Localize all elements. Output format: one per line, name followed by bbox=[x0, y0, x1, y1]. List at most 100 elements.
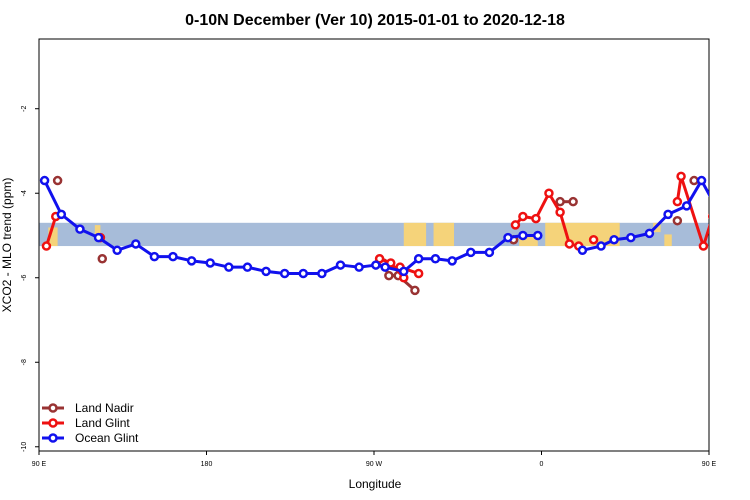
data-point bbox=[410, 285, 420, 296]
data-point bbox=[39, 175, 50, 186]
series-line bbox=[675, 174, 709, 248]
data-point bbox=[413, 253, 424, 264]
data-point bbox=[717, 211, 724, 218]
data-point bbox=[242, 262, 253, 272]
data-point bbox=[205, 258, 215, 268]
data-point bbox=[354, 262, 364, 272]
data-point bbox=[317, 268, 327, 279]
data-point bbox=[93, 232, 104, 243]
data-point bbox=[568, 196, 578, 207]
data-point bbox=[681, 201, 692, 211]
y-axis-label: XCO2 - MLO trend (ppm) bbox=[0, 178, 14, 313]
legend-item: Land Glint bbox=[42, 416, 130, 430]
x-axis: 90 E 180 90 W 0 90 E bbox=[32, 451, 717, 468]
data-point bbox=[168, 251, 178, 262]
data-point bbox=[676, 171, 686, 182]
data-point bbox=[707, 213, 709, 220]
legend-swatch-marker bbox=[48, 433, 58, 443]
legend-label: Land Glint bbox=[75, 416, 130, 430]
data-point bbox=[596, 241, 606, 251]
series-line bbox=[582, 179, 709, 252]
land-shape bbox=[403, 222, 427, 247]
data-point bbox=[380, 262, 390, 272]
data-point bbox=[149, 251, 160, 262]
data-point bbox=[466, 247, 476, 258]
data-point bbox=[298, 268, 309, 279]
data-point bbox=[698, 241, 709, 251]
map-band bbox=[39, 222, 740, 247]
data-point bbox=[384, 270, 394, 281]
data-point bbox=[533, 230, 543, 241]
y-tick-label: -4 bbox=[21, 190, 28, 196]
data-point bbox=[413, 268, 424, 279]
land-shape bbox=[715, 230, 734, 246]
data-point bbox=[371, 260, 381, 270]
data-point bbox=[447, 256, 457, 266]
data-point bbox=[75, 224, 85, 234]
data-point bbox=[56, 209, 67, 220]
data-point bbox=[484, 247, 495, 258]
data-point bbox=[696, 175, 707, 186]
land-shape bbox=[94, 225, 101, 240]
data-point bbox=[518, 230, 528, 241]
y-tick-label: -8 bbox=[21, 359, 28, 365]
series-land-glint bbox=[41, 171, 729, 283]
data-point bbox=[186, 256, 197, 266]
y-tick-label: -10 bbox=[21, 442, 28, 452]
x-tick-label: 90 W bbox=[366, 461, 383, 468]
data-point bbox=[503, 232, 513, 243]
data-point bbox=[609, 234, 619, 245]
data-point bbox=[555, 196, 565, 207]
data-point bbox=[689, 175, 699, 186]
ocean-band bbox=[39, 222, 709, 247]
data-point bbox=[430, 253, 441, 264]
land-shape bbox=[433, 222, 455, 247]
x-tick-label: 90 E bbox=[32, 461, 47, 468]
data-point bbox=[335, 260, 346, 270]
x-axis-label: Longitude bbox=[349, 477, 402, 491]
data-point bbox=[722, 234, 729, 241]
data-point bbox=[626, 232, 636, 243]
data-point bbox=[510, 220, 521, 230]
series-land-nadir bbox=[52, 175, 735, 296]
data-point bbox=[644, 228, 655, 239]
land-shape bbox=[664, 234, 672, 247]
data-point bbox=[224, 262, 234, 272]
land-shape bbox=[519, 236, 538, 247]
legend-swatch-marker bbox=[48, 403, 58, 413]
data-point bbox=[672, 196, 683, 207]
data-point bbox=[531, 213, 541, 224]
legend-item: Land Nadir bbox=[42, 401, 134, 415]
x-tick-label: 90 E bbox=[702, 461, 717, 468]
chart-title: 0-10N December (Ver 10) 2015-01-01 to 20… bbox=[185, 12, 565, 29]
data-point bbox=[399, 266, 409, 277]
y-axis: -2 -4 -6 -8 -10 bbox=[21, 106, 39, 452]
x-tick-label: 0 bbox=[540, 461, 544, 468]
legend-item: Ocean Glint bbox=[42, 431, 139, 445]
data-point bbox=[544, 188, 554, 198]
legend-swatch-marker bbox=[48, 418, 58, 428]
data-point bbox=[97, 253, 108, 264]
data-point bbox=[131, 239, 141, 249]
data-point bbox=[735, 228, 742, 235]
series-line bbox=[45, 216, 58, 247]
data-point bbox=[279, 268, 290, 279]
data-point bbox=[518, 211, 528, 222]
data-point bbox=[564, 239, 575, 249]
data-point bbox=[52, 175, 63, 186]
data-point bbox=[672, 215, 683, 226]
y-tick-label: -2 bbox=[21, 106, 28, 112]
series-layer bbox=[39, 171, 742, 296]
x-tick-label: 180 bbox=[201, 461, 213, 468]
y-tick-label: -6 bbox=[21, 275, 28, 281]
data-point bbox=[728, 255, 735, 262]
legend-label: Land Nadir bbox=[75, 401, 134, 415]
series-ocean-glint bbox=[39, 175, 742, 279]
data-point bbox=[41, 241, 52, 251]
land-shape bbox=[48, 227, 58, 247]
land-shape bbox=[733, 241, 740, 246]
data-point bbox=[577, 245, 588, 256]
legend-label: Ocean Glint bbox=[75, 431, 139, 445]
